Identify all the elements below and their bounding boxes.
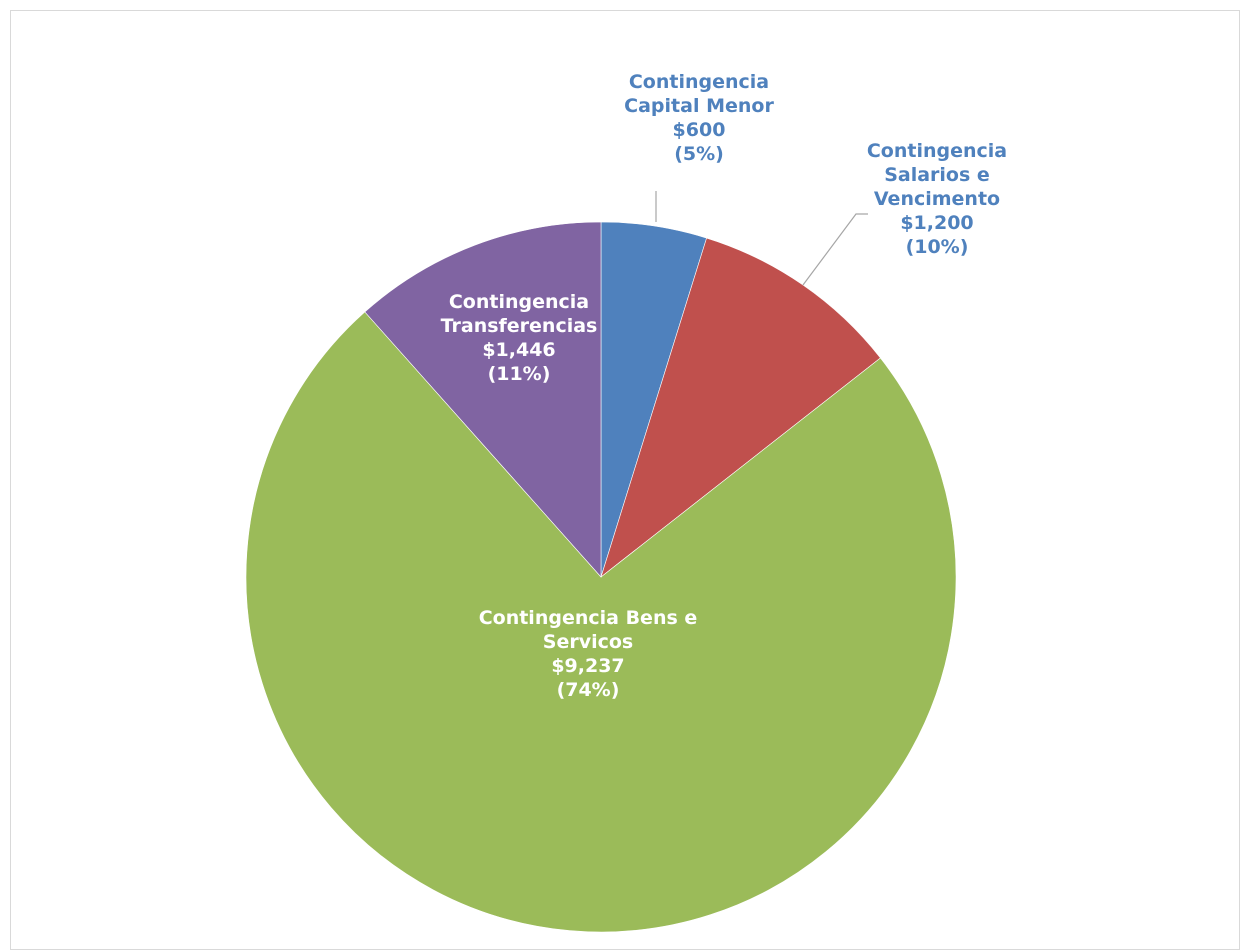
data-label-name-line: Contingencia [449, 291, 589, 313]
data-label-percent: (74%) [557, 679, 620, 701]
leader-line-contingencia-salarios-e-vencimento [802, 213, 868, 286]
data-label-percent: (11%) [488, 363, 551, 385]
data-label-name-line: Capital Menor [624, 95, 774, 117]
data-label-percent: (5%) [674, 143, 724, 165]
data-label-value: $600 [673, 119, 726, 141]
pie-slices [245, 221, 957, 933]
data-label-value: $1,446 [482, 339, 555, 361]
pie-slice-contingencia-transferencias [364, 221, 602, 578]
data-label-name-line: Vencimento [874, 188, 1000, 210]
data-label-percent: (10%) [906, 236, 969, 258]
data-label-name-line: Servicos [543, 631, 633, 653]
data-label-name-line: Salarios e [884, 164, 990, 186]
data-label-name-line: Contingencia [629, 71, 769, 93]
pie-slice-contingencia-bens-e-servicos [245, 311, 957, 933]
data-label-value: $1,200 [900, 212, 973, 234]
pie-slice-contingencia-salarios-e-vencimento [600, 237, 881, 578]
data-label-name-line: Contingencia [867, 140, 1007, 162]
leader-lines [655, 191, 868, 286]
data-label-name-line: Transferencias [441, 315, 598, 337]
data-label-name-line: Contingencia Bens e [479, 607, 698, 629]
data-label-value: $9,237 [551, 655, 624, 677]
